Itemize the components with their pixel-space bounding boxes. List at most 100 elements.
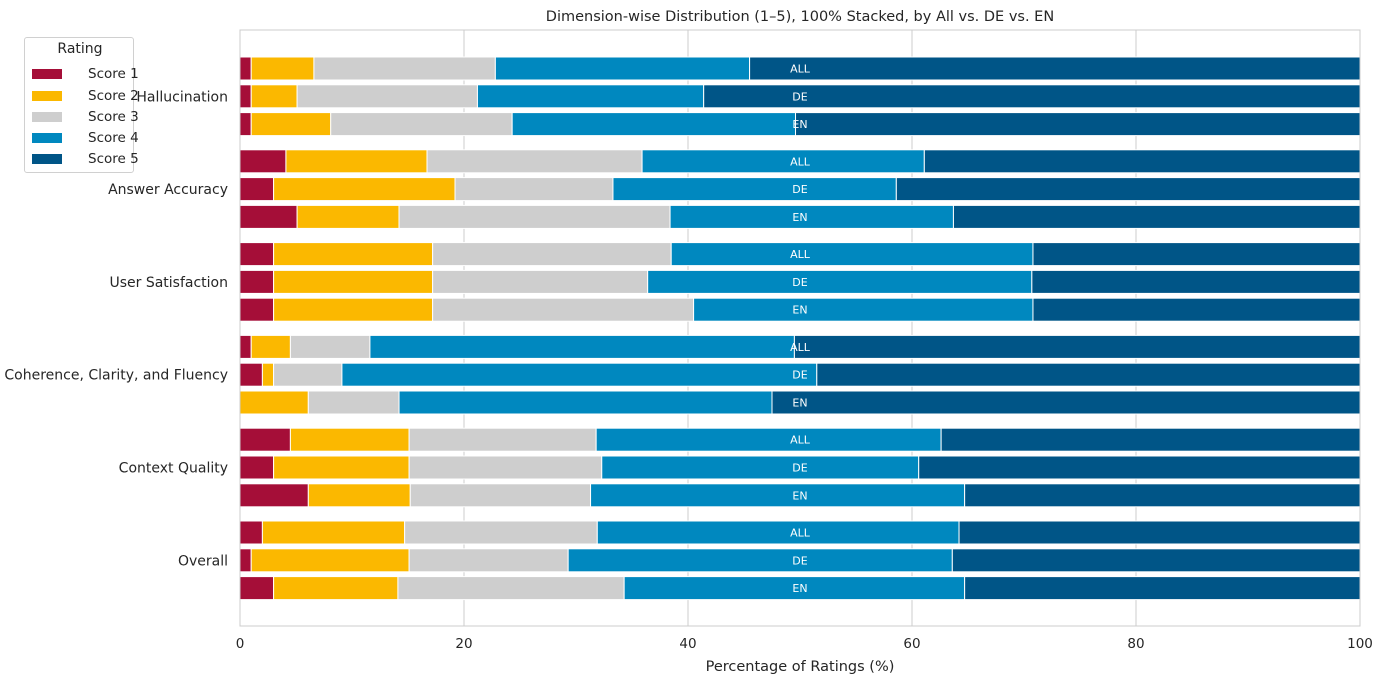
bar-segment-score-3 [432, 269, 649, 294]
bar-group-label: DE [792, 462, 807, 475]
bar-segment-score-1 [239, 362, 263, 387]
bar-segment-score-5 [771, 390, 1361, 415]
bar-group-label: EN [792, 397, 807, 410]
x-tick-label: 60 [903, 636, 920, 652]
bar-segment-score-3 [408, 455, 603, 480]
bar-segment-score-2 [273, 177, 456, 202]
bar-segment-score-3 [432, 242, 672, 267]
bar-segment-score-3 [296, 84, 478, 109]
bar-group-label: EN [792, 582, 807, 595]
legend-swatch-score-2 [32, 91, 62, 101]
bar-segment-score-5 [952, 204, 1361, 229]
bar-segment-score-1 [239, 56, 252, 81]
bar-segment-score-5 [951, 548, 1361, 573]
bar-group-label: DE [792, 183, 807, 196]
bar-group-label: ALL [790, 527, 811, 540]
bar-segment-score-1 [239, 548, 252, 573]
bar-segment-score-1 [239, 177, 275, 202]
x-tick-label: 0 [236, 636, 245, 652]
bar-segment-score-5 [1032, 297, 1361, 322]
bar-segment-score-3 [408, 427, 597, 452]
bar-segment-score-4 [511, 112, 797, 137]
bar-segment-score-3 [313, 56, 496, 81]
bar-segment-score-2 [261, 362, 275, 387]
bar-group-label: DE [792, 276, 807, 289]
bar-group-label: ALL [790, 155, 811, 168]
legend-swatch-score-4 [32, 133, 62, 143]
bar-segment-score-1 [239, 427, 291, 452]
bar-segment-score-2 [273, 455, 410, 480]
bar-segment-score-4 [590, 483, 966, 508]
bar-group-label: ALL [790, 248, 811, 261]
bar-group-label: EN [792, 489, 807, 502]
bar-segment-score-1 [239, 297, 275, 322]
bar-segment-score-5 [795, 112, 1361, 137]
x-tick-labels: 0 20 40 60 80 100 [236, 636, 1373, 652]
bar-segment-score-4 [612, 177, 897, 202]
legend-item-score-2: Score 2 [32, 88, 139, 104]
bar-segment-score-2 [289, 427, 410, 452]
bar-segment-score-3 [404, 520, 598, 545]
bar-segment-score-4 [601, 455, 920, 480]
legend-swatch-score-3 [32, 112, 62, 122]
labels-layer: ALL DE EN ALL DE EN ALL DE EN ALL DE EN ALL DE EN ALL DE… [790, 63, 811, 596]
bar-group-label: EN [792, 118, 807, 131]
chart-title: Dimension-wise Distribution (1–5), 100% … [546, 9, 1054, 25]
x-tick-label: 40 [679, 636, 696, 652]
bar-segment-score-2 [273, 242, 434, 267]
y-tick-label: Coherence, Clarity, and Fluency [4, 368, 228, 384]
bar-segment-score-2 [250, 548, 410, 573]
bar-segment-score-3 [330, 112, 513, 137]
bar-segment-score-4 [647, 269, 1033, 294]
y-tick-label: Answer Accuracy [108, 182, 228, 198]
legend-label: Score 3 [88, 109, 139, 125]
x-tick-label: 80 [1127, 636, 1144, 652]
bar-segment-score-2 [261, 520, 406, 545]
bar-segment-score-2 [239, 390, 309, 415]
bar-segment-score-2 [296, 204, 400, 229]
legend-item-score-4: Score 4 [32, 130, 139, 146]
legend-item-score-3: Score 3 [32, 109, 139, 125]
bar-segment-score-5 [1032, 242, 1361, 267]
bar-segment-score-2 [273, 269, 434, 294]
bar-segment-score-5 [923, 149, 1361, 174]
bar-segment-score-3 [408, 548, 569, 573]
bar-segment-score-3 [307, 390, 400, 415]
y-tick-label: Overall [178, 553, 228, 569]
bar-segment-score-4 [596, 520, 960, 545]
bar-segment-score-2 [285, 149, 428, 174]
bar-segment-score-2 [307, 483, 411, 508]
legend-swatch-score-1 [32, 69, 62, 79]
bar-segment-score-4 [641, 149, 925, 174]
bar-segment-score-5 [964, 576, 1361, 601]
legend-label: Score 2 [88, 88, 139, 104]
legend-title: Rating [57, 41, 103, 57]
bar-segment-score-3 [289, 334, 371, 359]
bar-group-label: DE [792, 369, 807, 382]
bar-segment-score-3 [432, 297, 695, 322]
bar-segment-score-1 [239, 483, 309, 508]
bar-segment-score-5 [793, 334, 1361, 359]
bar-segment-score-3 [398, 204, 671, 229]
bar-segment-score-5 [940, 427, 1361, 452]
bar-segment-score-1 [239, 269, 275, 294]
bar-segment-score-1 [239, 112, 252, 137]
legend-label: Score 4 [88, 130, 139, 146]
bar-segment-score-5 [1031, 269, 1361, 294]
bar-segment-score-3 [273, 362, 343, 387]
plot-frame [239, 29, 1361, 627]
bar-segment-score-5 [918, 455, 1361, 480]
bar-segment-score-4 [567, 548, 953, 573]
bar-segment-score-2 [273, 576, 399, 601]
bar-segment-score-2 [250, 56, 315, 81]
bar-segment-score-1 [239, 84, 252, 109]
bar-segment-score-5 [749, 56, 1361, 81]
bar-segment-score-2 [273, 297, 434, 322]
bar-segment-score-3 [454, 177, 614, 202]
x-axis-label: Percentage of Ratings (%) [706, 659, 895, 675]
bar-segment-score-1 [239, 204, 298, 229]
legend-item-score-5: Score 5 [32, 151, 139, 167]
bar-segment-score-4 [494, 56, 751, 81]
bar-segment-score-5 [895, 177, 1361, 202]
bar-segment-score-2 [250, 84, 298, 109]
